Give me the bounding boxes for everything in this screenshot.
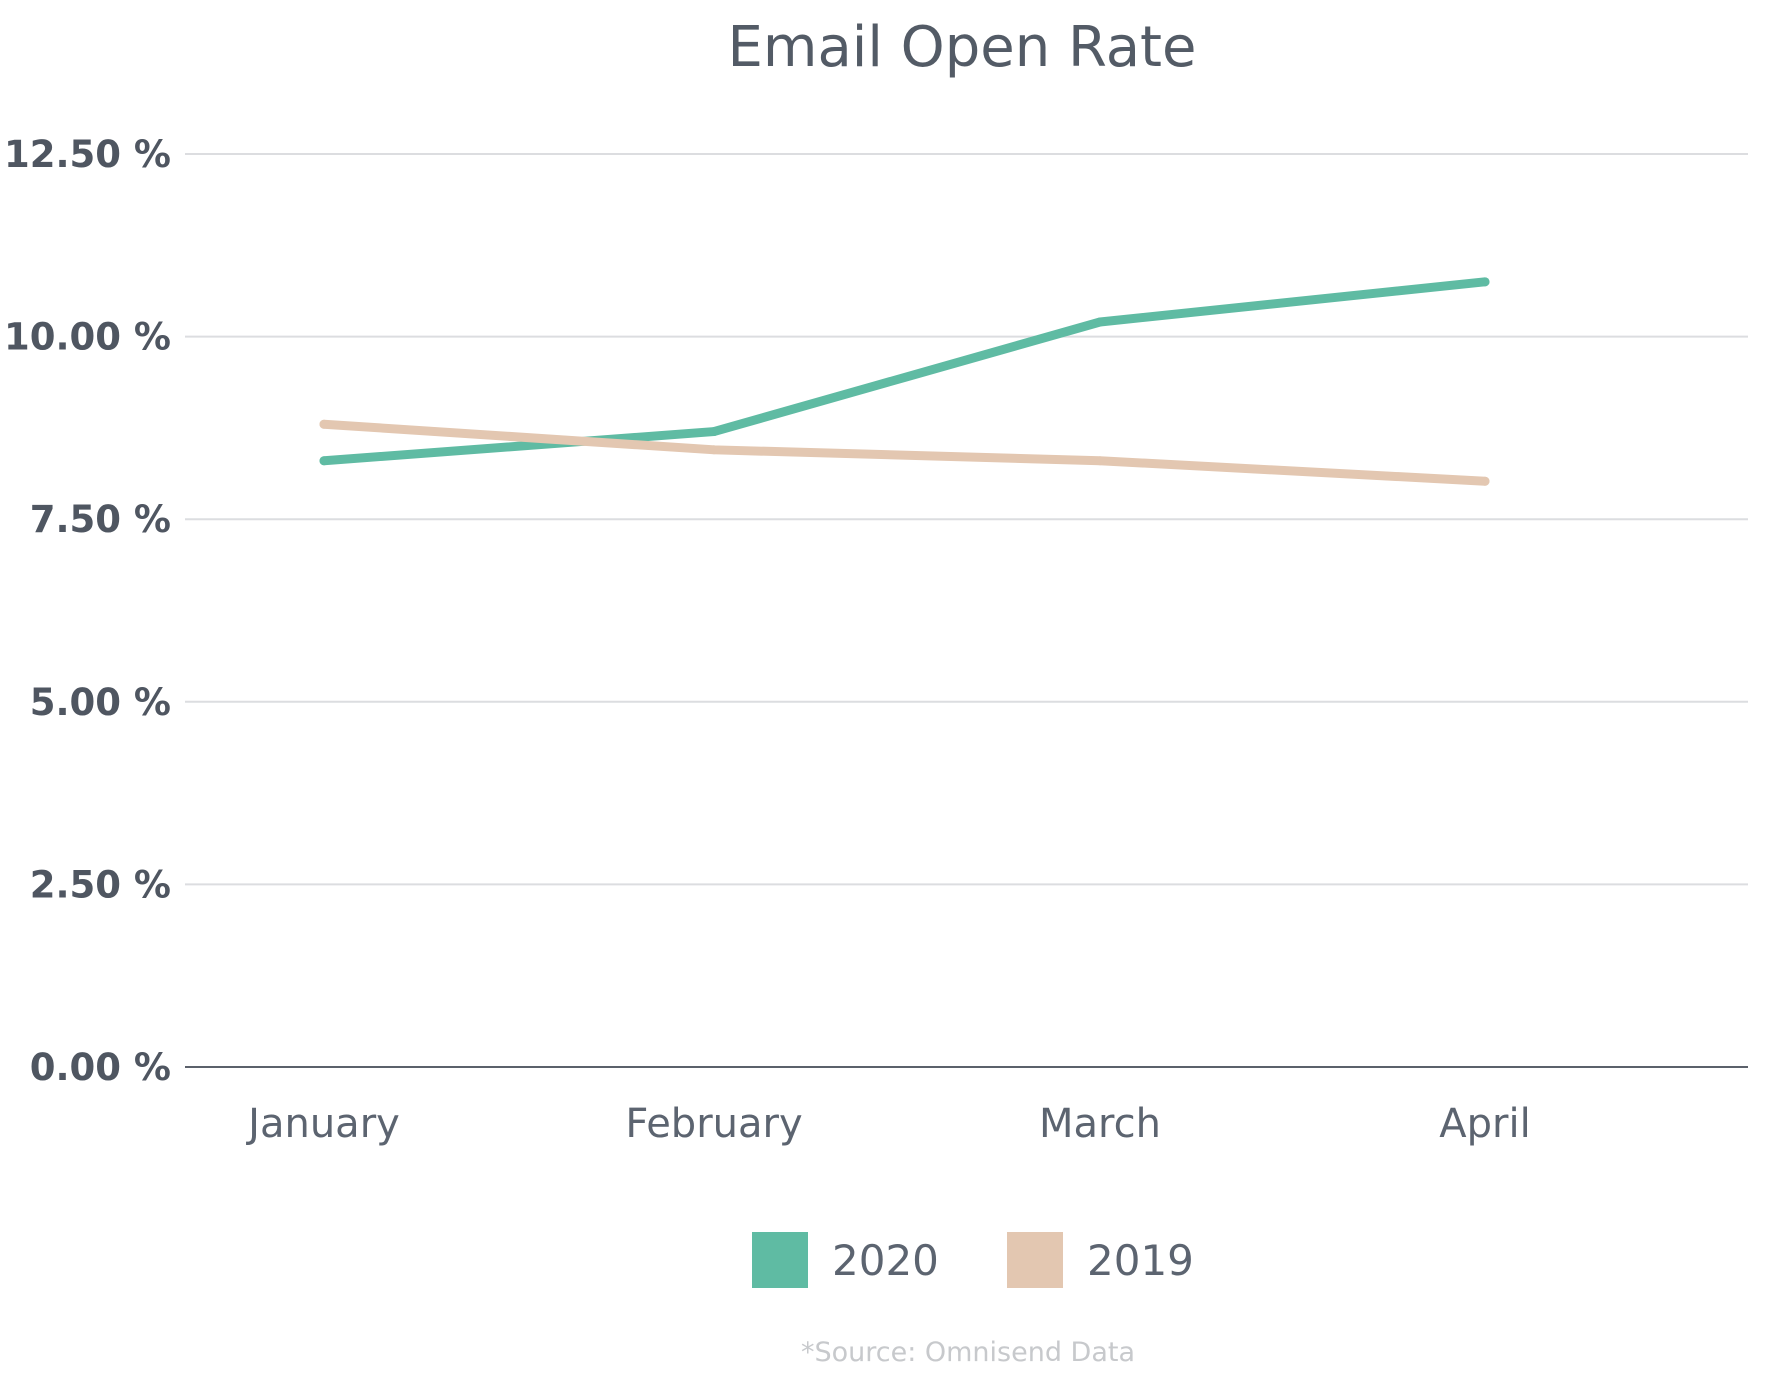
legend-swatch-2019: [1007, 1232, 1063, 1288]
footer: *Source: Omnisend Data: [801, 1337, 1135, 1368]
source-note: *Source: Omnisend Data: [801, 1337, 1135, 1368]
chart-title-group: Email Open Rate: [728, 15, 1197, 80]
series-line-2019: [319, 419, 1490, 486]
x-tick-label: April: [1439, 1101, 1530, 1147]
legend-item-2020: 2020: [752, 1232, 939, 1288]
series-layer: [319, 277, 1490, 486]
legend-item-2019: 2019: [1007, 1232, 1194, 1288]
data-point-2019-april: [1480, 476, 1490, 486]
x-tick-label: January: [245, 1101, 400, 1147]
grid-layer: [185, 153, 1748, 886]
y-tick-label: 0.00 %: [30, 1046, 171, 1089]
legend-swatch-2020: [752, 1232, 808, 1288]
x-tick-label: March: [1039, 1101, 1161, 1147]
legend-label-2020: 2020: [832, 1236, 939, 1285]
y-tick-label: 12.50 %: [4, 133, 171, 176]
chart-title: Email Open Rate: [728, 15, 1197, 80]
data-point-2020-april: [1480, 277, 1490, 287]
data-point-2020-february: [709, 427, 719, 437]
x-axis: January February March April: [185, 1066, 1748, 1147]
data-point-2020-march: [1095, 317, 1105, 327]
series-line-2020: [319, 277, 1490, 466]
data-point-2020-january: [319, 456, 329, 466]
y-tick-label: 5.00 %: [30, 681, 171, 724]
x-tick-label: February: [625, 1101, 802, 1147]
data-point-2019-february: [709, 445, 719, 455]
legend: 2020 2019: [752, 1232, 1194, 1288]
y-tick-label: 10.00 %: [4, 316, 171, 359]
y-axis: 0.00 % 2.50 % 5.00 % 7.50 % 10.00 % 12.50 %: [4, 133, 171, 1089]
data-point-2019-march: [1095, 456, 1105, 466]
legend-label-2019: 2019: [1087, 1236, 1194, 1285]
data-point-2019-january: [319, 419, 329, 429]
y-tick-label: 2.50 %: [30, 863, 171, 906]
y-tick-label: 7.50 %: [30, 498, 171, 541]
